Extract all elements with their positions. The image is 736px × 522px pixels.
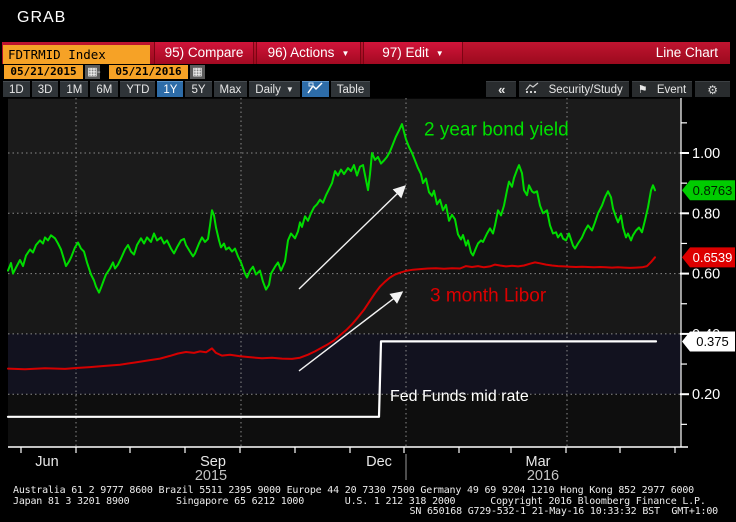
svg-text:0.60: 0.60 (692, 267, 720, 283)
period-button-1m[interactable]: 1M (60, 81, 89, 97)
svg-text:1.00: 1.00 (692, 146, 720, 162)
line-chart-view-button[interactable] (301, 81, 329, 97)
ticker-input[interactable]: FDTRMID Index (3, 45, 150, 64)
range-bar: 1D 3D 1M 6M YTD 1Y 5Y Max Daily ▼ Table « (0, 80, 736, 98)
start-date-field[interactable]: 05/21/2015 (4, 65, 83, 79)
footer-phones-line1: Australia 61 2 9777 8600 Brazil 5511 239… (13, 485, 694, 496)
svg-text:Dec: Dec (366, 454, 392, 470)
svg-text:Mar: Mar (526, 454, 551, 470)
svg-text:0.20: 0.20 (692, 387, 720, 403)
table-view-button[interactable]: Table (330, 81, 371, 97)
svg-text:2015: 2015 (195, 468, 227, 484)
period-button-3d[interactable]: 3D (31, 81, 59, 97)
period-button-5y[interactable]: 5Y (185, 81, 212, 97)
svg-text:0.80: 0.80 (692, 206, 720, 222)
chevron-down-icon: ▼ (435, 49, 444, 58)
svg-text:2 year bond yield: 2 year bond yield (424, 120, 569, 141)
period-button-1y[interactable]: 1Y (157, 81, 184, 97)
tool-buttons-group: « Security/Study ⚑ Event ⚙ (486, 81, 730, 97)
footer-session-info: SN 650168 G729-532-1 21-May-16 10:33:32 … (409, 506, 719, 517)
period-button-6m[interactable]: 6M (90, 81, 119, 97)
svg-text:0.375: 0.375 (696, 334, 729, 349)
chevron-down-icon: ▼ (341, 49, 350, 58)
end-date-field[interactable]: 05/21/2016 (109, 65, 188, 79)
line-chart-icon (307, 82, 323, 94)
svg-text:3 month Libor: 3 month Libor (430, 286, 547, 307)
event-flag-icon: ⚑ (637, 84, 648, 96)
date-separator: - (97, 66, 101, 78)
terminal-footer: Australia 61 2 9777 8600 Brazil 5511 239… (0, 484, 736, 522)
event-button[interactable]: ⚑ Event (631, 81, 693, 97)
calendar-icon[interactable]: ▦ (190, 65, 205, 79)
svg-text:Jun: Jun (35, 454, 58, 470)
svg-text:Fed Funds mid rate: Fed Funds mid rate (390, 388, 529, 405)
chart-layers: 1.000.800.600.400.20JunSepDecMar20152016… (6, 98, 735, 484)
period-buttons-group: 1D 3D 1M 6M YTD 1Y 5Y Max Daily ▼ Table (3, 81, 371, 97)
svg-text:2016: 2016 (527, 468, 559, 484)
actions-button[interactable]: 96) Actions ▼ (256, 42, 361, 64)
compare-button[interactable]: 95) Compare (154, 42, 254, 64)
chart-type-label: Line Chart (655, 45, 718, 60)
svg-text:Sep: Sep (200, 454, 226, 470)
svg-text:0.8763: 0.8763 (693, 183, 733, 198)
grab-label: GRAB (17, 9, 67, 26)
calendar-icon[interactable]: ▦ (85, 65, 100, 79)
period-button-max[interactable]: Max (213, 81, 248, 97)
command-bar: FDTRMID Index 95) Compare 96) Actions ▼ 9… (2, 42, 730, 64)
chevrons-left-icon: « (498, 82, 505, 97)
period-button-1d[interactable]: 1D (3, 81, 30, 97)
security-study-icon (525, 82, 539, 98)
collapse-panel-button[interactable]: « (486, 81, 517, 97)
settings-button[interactable]: ⚙ (695, 81, 730, 97)
svg-text:0.6539: 0.6539 (693, 250, 733, 265)
chevron-down-icon: ▼ (285, 85, 294, 94)
frequency-dropdown[interactable]: Daily ▼ (249, 81, 300, 97)
edit-button[interactable]: 97) Edit ▼ (363, 42, 463, 64)
date-range-bar: 05/21/2015 ▦ - 05/21/2016 ▦ (0, 64, 736, 80)
gear-icon: ⚙ (707, 83, 718, 97)
footer-phones-line2: Japan 81 3 3201 8900 Singapore 65 6212 1… (13, 495, 706, 507)
grab-bar: GRAB (0, 0, 736, 42)
chart-svg: 1.000.800.600.400.20JunSepDecMar20152016… (6, 98, 735, 484)
security-study-button[interactable]: Security/Study (519, 81, 629, 98)
period-button-ytd[interactable]: YTD (120, 81, 156, 97)
